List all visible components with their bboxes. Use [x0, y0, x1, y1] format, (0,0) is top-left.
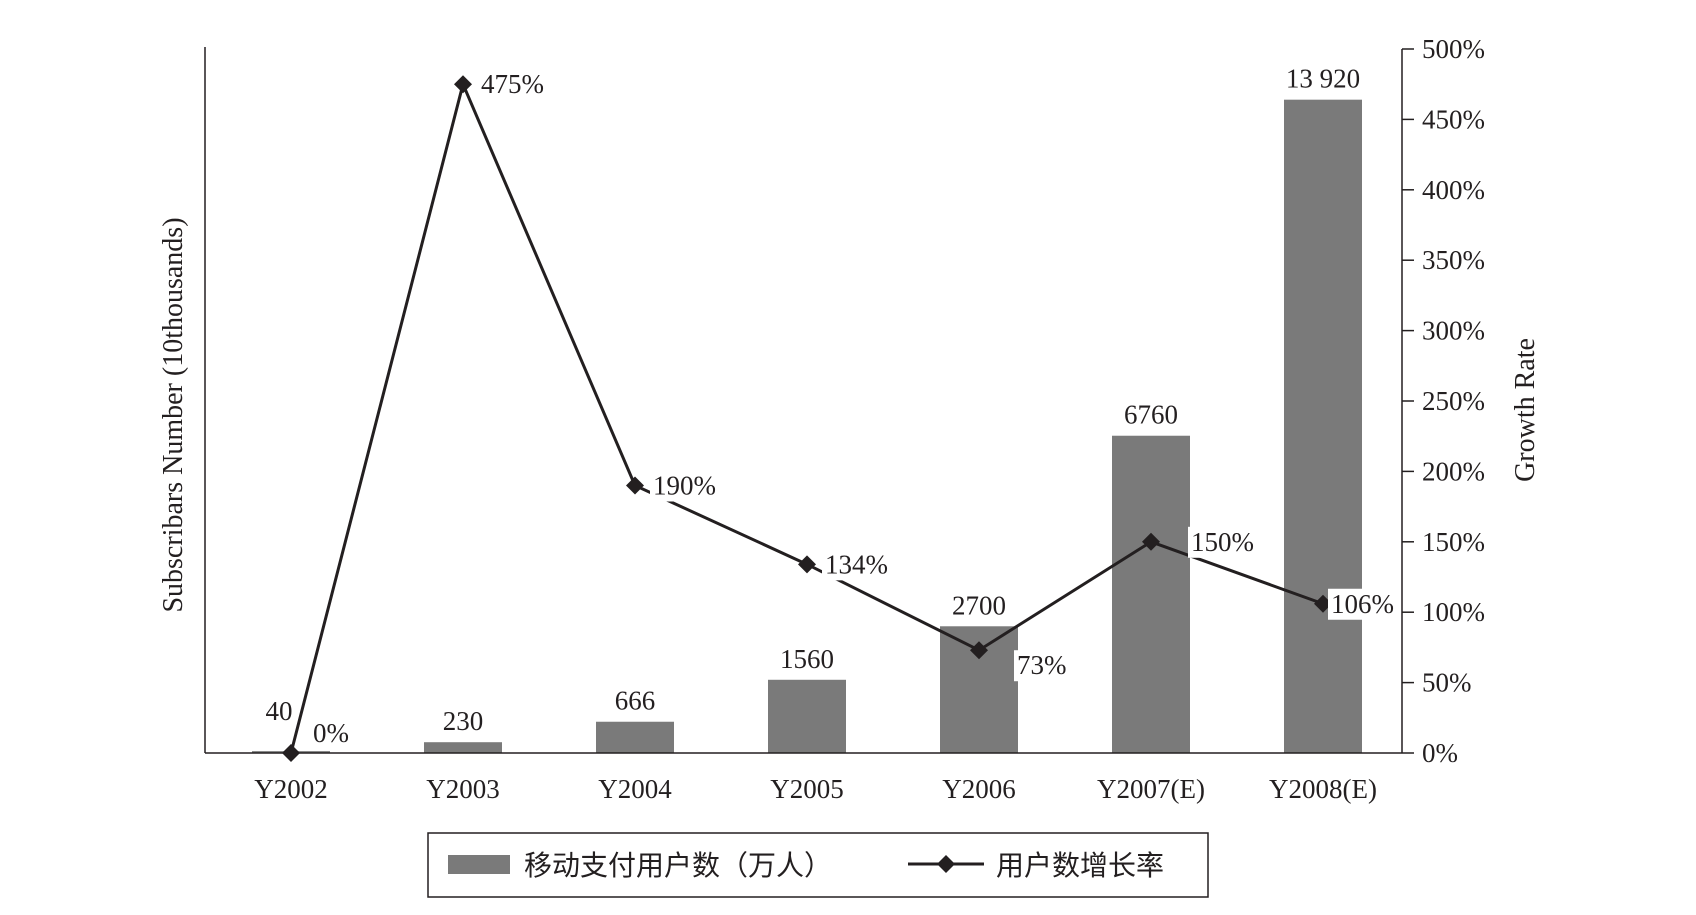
growth-label-bg: [1014, 650, 1062, 682]
growth-marker: [626, 476, 644, 495]
growth-marker: [454, 75, 472, 94]
bars-layer: [252, 99, 1362, 754]
bar-y2008e: [1284, 99, 1362, 754]
bar-y2005: [768, 679, 846, 753]
growth-marker: [1142, 532, 1160, 551]
bar-value-label: 1560: [780, 644, 834, 674]
bar-y2003: [424, 742, 502, 753]
bar-value-label: 13 920: [1286, 64, 1360, 94]
legend-box: [427, 832, 1209, 898]
legend-diamond-marker: [937, 855, 955, 873]
growth-value-label: 106%: [1331, 589, 1394, 619]
bar-value-label: 6760: [1124, 400, 1178, 430]
growth-value-label: 73%: [1017, 650, 1067, 680]
y2-tick-label: 500%: [1422, 34, 1485, 64]
growth-label-bg: [650, 470, 712, 502]
y2-tick-label: 100%: [1422, 597, 1485, 627]
growth-label-bg: [1328, 588, 1390, 620]
y2-tick-label: 0%: [1422, 738, 1458, 768]
y2-tick-label: 350%: [1422, 245, 1485, 275]
bar-value-label: 2700: [952, 590, 1006, 620]
growth-marker: [970, 641, 988, 660]
growth-value-label: 475%: [481, 69, 544, 99]
x-tick-label: Y2007(E): [1097, 774, 1205, 804]
y2-tick-label: 450%: [1422, 104, 1485, 134]
growth-marker: [282, 744, 300, 762]
axes-layer: Y2002 Y2003 Y2004 Y2005 Y2006 Y2007(E) Y2008(E…: [204, 34, 1485, 804]
bar-y2004: [596, 721, 674, 753]
growth-label-bg: [310, 718, 344, 749]
legend-bar-label: 移动支付用户数（万人）: [524, 849, 832, 882]
labels-layer: 40 230 666 1560 2700 6760 13 920 0% 475% 190% 134%…: [266, 64, 1394, 749]
growth-value-label: 134%: [825, 549, 888, 579]
y2-axis-title: Growth Rate: [1510, 338, 1541, 482]
bar-value-label: 666: [615, 686, 656, 716]
growth-label-bg: [822, 549, 884, 581]
growth-marker: [798, 555, 816, 574]
y2-tick-label: 200%: [1422, 456, 1485, 486]
y-axis-title: Subscribars Number (10thousands): [158, 217, 189, 612]
x-tick-label: Y2008(E): [1269, 774, 1377, 804]
y2-tick-label: 400%: [1422, 175, 1485, 205]
x-tick-label: Y2005: [770, 774, 844, 804]
growth-value-label: 150%: [1191, 527, 1254, 557]
growth-label-bg: [1188, 526, 1250, 558]
legend-line-label: 用户数增长率: [996, 849, 1164, 882]
growth-marker: [1314, 594, 1332, 613]
legend-bar-swatch: [448, 855, 510, 874]
x-tick-label: Y2002: [254, 774, 328, 804]
bar-value-label: 230: [443, 706, 484, 736]
bar-y2007e: [1112, 435, 1190, 753]
y2-tick-label: 300%: [1422, 316, 1485, 346]
bar-value-label: 40: [266, 696, 293, 726]
growth-value-label: 0%: [313, 718, 349, 748]
line-layer: [282, 75, 1332, 762]
y2-tick-label: 250%: [1422, 386, 1485, 416]
y2-tick-label: 150%: [1422, 527, 1485, 557]
x-tick-label: Y2006: [942, 774, 1016, 804]
growth-label-bg: [478, 69, 540, 101]
growth-value-label: 190%: [653, 470, 716, 500]
y2-tick-label: 50%: [1422, 668, 1472, 698]
x-tick-label: Y2003: [426, 774, 500, 804]
legend: 移动支付用户数（万人） 用户数增长率: [427, 832, 1209, 898]
x-tick-label: Y2004: [598, 774, 672, 804]
